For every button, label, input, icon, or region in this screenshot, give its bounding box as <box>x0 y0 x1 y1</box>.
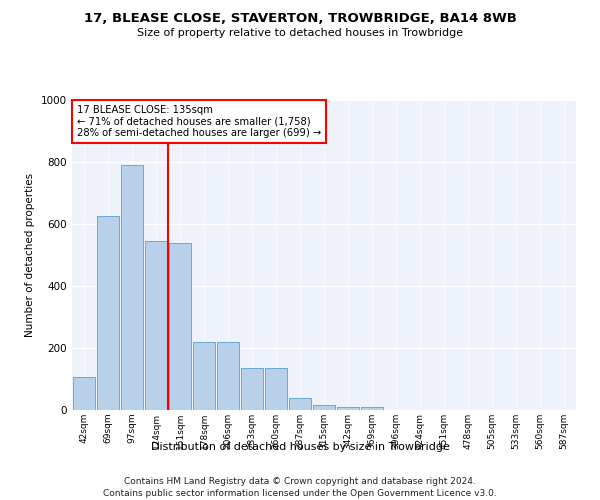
Bar <box>289 398 311 410</box>
Bar <box>145 241 167 410</box>
Text: 17, BLEASE CLOSE, STAVERTON, TROWBRIDGE, BA14 8WB: 17, BLEASE CLOSE, STAVERTON, TROWBRIDGE,… <box>83 12 517 26</box>
Bar <box>265 368 287 410</box>
Y-axis label: Number of detached properties: Number of detached properties <box>25 173 35 337</box>
Text: Contains HM Land Registry data © Crown copyright and database right 2024.: Contains HM Land Registry data © Crown c… <box>124 478 476 486</box>
Bar <box>361 407 383 410</box>
Text: Contains public sector information licensed under the Open Government Licence v3: Contains public sector information licen… <box>103 489 497 498</box>
Bar <box>193 342 215 410</box>
Text: Size of property relative to detached houses in Trowbridge: Size of property relative to detached ho… <box>137 28 463 38</box>
Text: 17 BLEASE CLOSE: 135sqm
← 71% of detached houses are smaller (1,758)
28% of semi: 17 BLEASE CLOSE: 135sqm ← 71% of detache… <box>77 104 321 138</box>
Text: Distribution of detached houses by size in Trowbridge: Distribution of detached houses by size … <box>151 442 449 452</box>
Bar <box>73 378 95 410</box>
Bar <box>97 216 119 410</box>
Bar <box>337 407 359 410</box>
Bar <box>241 368 263 410</box>
Bar <box>217 342 239 410</box>
Bar <box>121 165 143 410</box>
Bar <box>313 406 335 410</box>
Bar <box>169 242 191 410</box>
